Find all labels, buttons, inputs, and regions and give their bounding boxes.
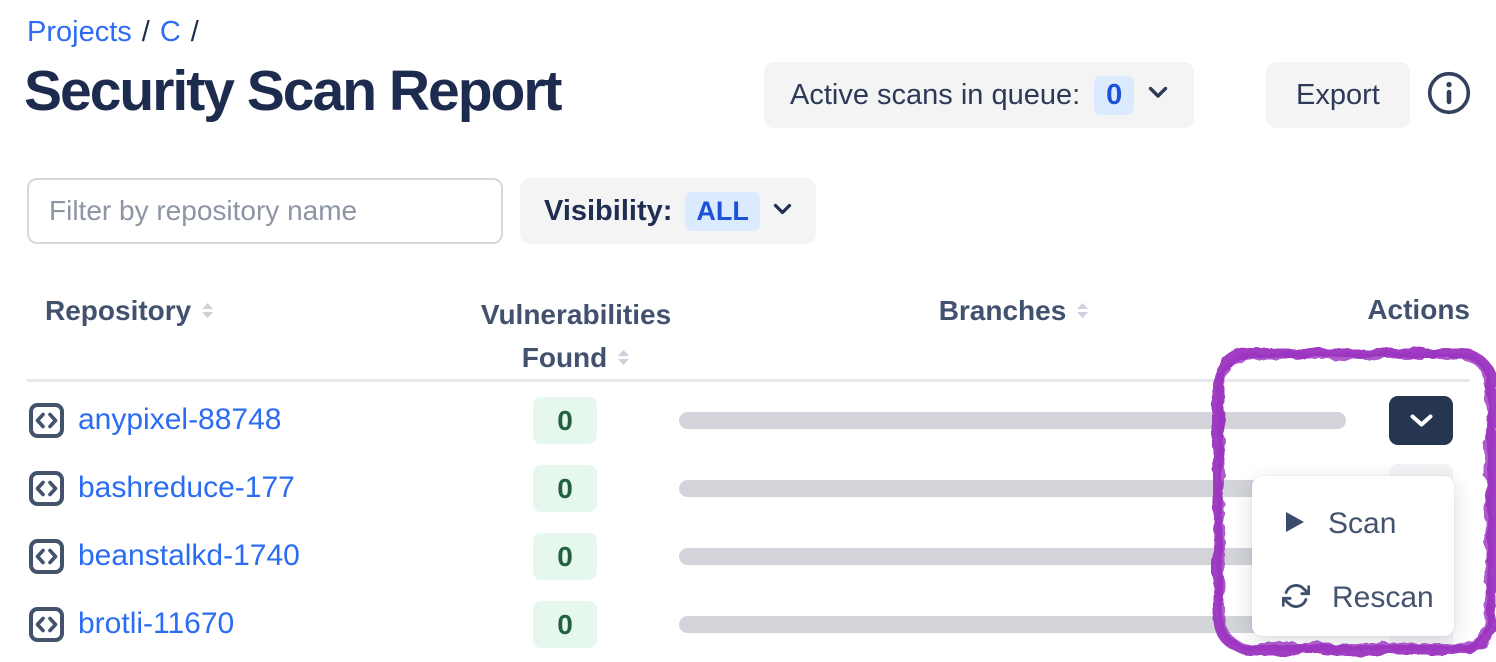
- active-scans-count-badge: 0: [1094, 75, 1135, 115]
- branches-progress-bar: [679, 548, 1390, 565]
- repository-link[interactable]: beanstalkd-1740: [78, 539, 300, 572]
- breadcrumb-separator: /: [190, 16, 199, 48]
- row-actions-dropdown-button[interactable]: [1389, 396, 1453, 445]
- refresh-icon: [1281, 582, 1311, 615]
- active-scans-dropdown-button[interactable]: Active scans in queue: 0: [764, 62, 1195, 128]
- repository-link[interactable]: bashreduce-177: [78, 471, 295, 504]
- vulnerabilities-count-badge: 0: [533, 601, 597, 648]
- code-icon: [29, 539, 64, 574]
- info-icon[interactable]: [1426, 70, 1472, 116]
- menu-item-scan[interactable]: Scan: [1252, 494, 1454, 554]
- breadcrumb-link-projects[interactable]: Projects: [27, 16, 132, 48]
- vulnerabilities-count-badge: 0: [533, 533, 597, 580]
- code-icon: [29, 471, 64, 506]
- table-header-divider: [27, 379, 1470, 382]
- repository-filter-input[interactable]: [27, 178, 503, 244]
- sort-icon[interactable]: [617, 336, 630, 378]
- branches-progress-bar: [679, 480, 1390, 497]
- export-button[interactable]: Export: [1266, 62, 1410, 128]
- menu-item-rescan[interactable]: Rescan: [1252, 568, 1454, 628]
- column-header-repository-label: Repository: [45, 295, 192, 326]
- visibility-label: Visibility:: [544, 194, 673, 227]
- code-icon: [29, 607, 64, 642]
- branches-progress-bar: [679, 616, 1390, 633]
- code-icon: [29, 403, 64, 438]
- column-header-vulnerabilities: Vulnerabilities Found: [446, 294, 706, 379]
- breadcrumb-separator: /: [141, 16, 150, 48]
- actions-dropdown-menu: Scan Rescan: [1252, 476, 1454, 636]
- repository-link[interactable]: anypixel-88748: [78, 403, 282, 436]
- breadcrumb-link-c[interactable]: C: [159, 16, 181, 48]
- vulnerabilities-count-badge: 0: [533, 465, 597, 512]
- column-header-actions-label: Actions: [1367, 294, 1470, 325]
- chevron-down-icon: [1148, 86, 1168, 104]
- branches-progress-bar: [679, 412, 1346, 429]
- menu-item-scan-label: Scan: [1328, 507, 1397, 540]
- breadcrumb: Projects / C /: [27, 16, 199, 49]
- page-title: Security Scan Report: [24, 59, 563, 123]
- chevron-down-icon: [773, 202, 792, 220]
- vulnerabilities-count-badge: 0: [533, 397, 597, 444]
- column-header-vulnerabilities-line2: Found: [521, 342, 608, 373]
- column-header-repository: Repository: [45, 294, 214, 327]
- column-header-vulnerabilities-line1: Vulnerabilities: [480, 299, 672, 330]
- visibility-dropdown[interactable]: Visibility: ALL: [520, 178, 816, 244]
- active-scans-label: Active scans in queue:: [790, 78, 1081, 111]
- sort-icon[interactable]: [1076, 294, 1089, 326]
- column-header-branches-label: Branches: [938, 295, 1067, 326]
- visibility-value-badge: ALL: [685, 191, 760, 231]
- repository-link[interactable]: brotli-11670: [78, 607, 235, 640]
- sort-icon[interactable]: [201, 294, 214, 326]
- play-icon: [1282, 509, 1306, 540]
- column-header-actions: Actions: [1290, 294, 1470, 326]
- menu-item-rescan-label: Rescan: [1332, 581, 1434, 614]
- column-header-branches: Branches: [894, 294, 1134, 327]
